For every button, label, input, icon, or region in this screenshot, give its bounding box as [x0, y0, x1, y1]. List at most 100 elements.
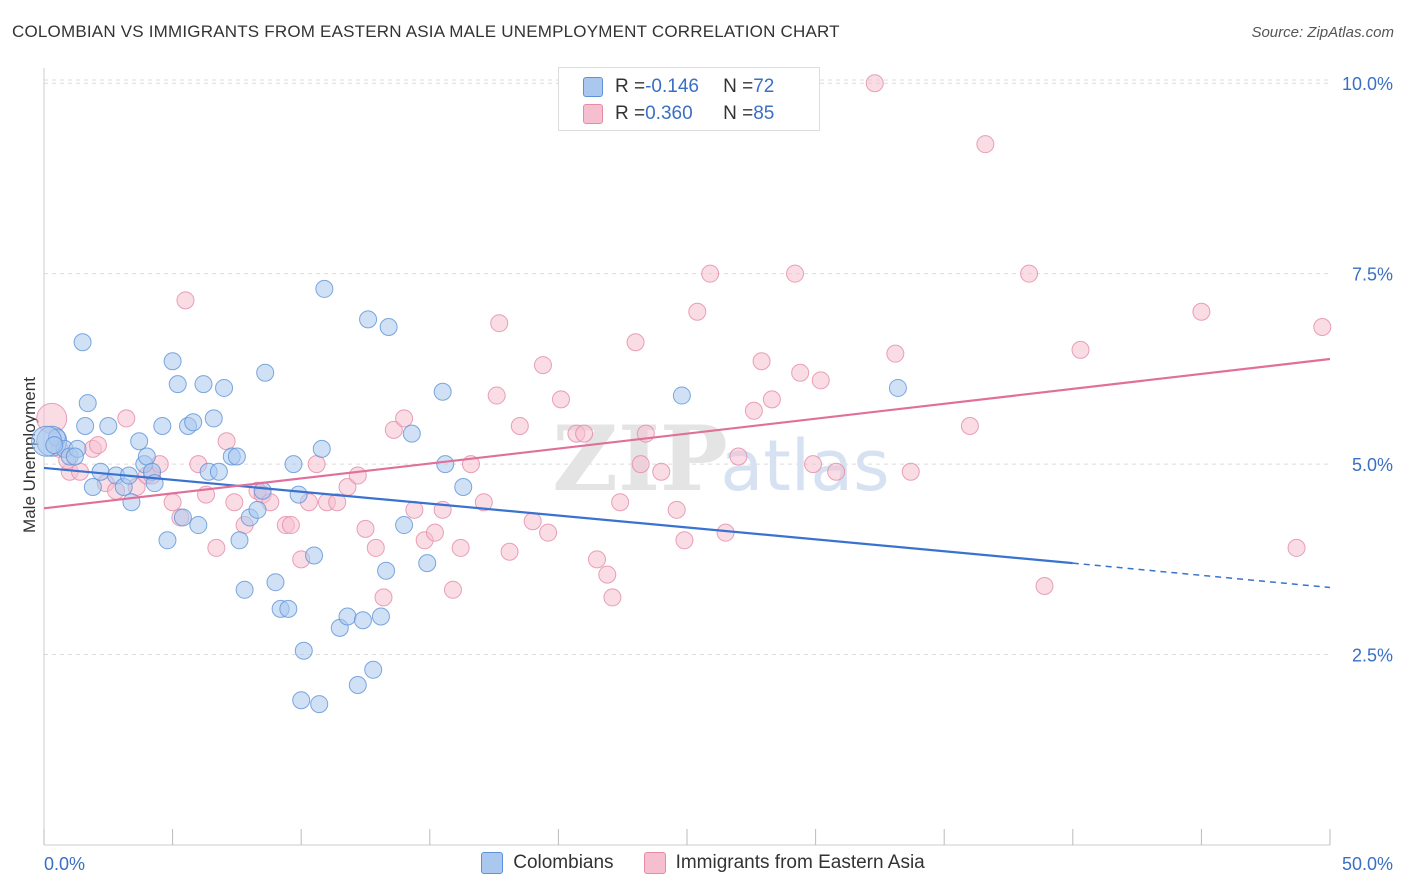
legend-swatch-eastern-asia: [583, 104, 603, 124]
eastern-asia-point: [575, 424, 594, 443]
eastern-asia-point: [510, 417, 529, 436]
colombians-point: [379, 318, 398, 336]
colombians-point: [99, 417, 118, 436]
eastern-asia-point: [328, 493, 347, 512]
eastern-asia-point: [865, 74, 884, 93]
colombians-point: [433, 382, 452, 401]
eastern-asia-point: [1020, 264, 1039, 283]
colombians-point: [83, 477, 102, 496]
colombians-point: [395, 516, 414, 535]
colombians-point: [163, 352, 182, 371]
eastern-asia-point: [207, 538, 226, 557]
eastern-asia-point: [626, 333, 645, 352]
legend-row-eastern-asia: R = 0.360 N = 85: [583, 102, 774, 126]
eastern-asia-point: [307, 455, 326, 474]
eastern-asia-point: [551, 390, 570, 409]
chart-title: COLOMBIAN VS IMMIGRANTS FROM EASTERN ASI…: [12, 22, 840, 41]
correlation-legend: R = -0.146 N = 72 R = 0.360 N = 85: [558, 67, 820, 131]
colombians-point: [130, 432, 149, 451]
legend-item-eastern-asia: Immigrants from Eastern Asia: [643, 852, 925, 874]
y-tick-label: 10.0%: [1342, 74, 1393, 94]
eastern-asia-point: [804, 455, 823, 474]
colombians-point: [158, 531, 177, 550]
legend-label-colombians: Colombians: [513, 852, 614, 873]
eastern-asia-point: [716, 523, 735, 542]
colombians-point: [359, 310, 378, 329]
watermark: ZIPatlas: [552, 406, 889, 512]
colombians-point: [289, 485, 308, 504]
colombians-point: [294, 641, 313, 660]
eastern-asia-point: [827, 462, 846, 481]
colombians-point: [189, 516, 208, 535]
y-tick-label: 5.0%: [1352, 455, 1393, 475]
eastern-asia-point: [976, 135, 995, 154]
r-value: 0.360: [645, 103, 693, 124]
colombians-point: [227, 447, 246, 466]
colombians-point: [235, 580, 254, 599]
colombians-point: [672, 386, 691, 405]
eastern-asia-point: [281, 516, 300, 535]
eastern-asia-point: [176, 291, 195, 310]
y-tick-label: 2.5%: [1352, 646, 1393, 666]
colombians-point: [76, 417, 95, 436]
eastern-asia-point: [89, 436, 108, 455]
eastern-asia-point: [1071, 340, 1090, 359]
x-tick-label: 50.0%: [1342, 854, 1393, 874]
colombians-point: [209, 462, 228, 481]
legend-swatch-colombians: [583, 77, 603, 97]
eastern-asia-point: [744, 401, 763, 420]
legend-swatch-eastern-asia: [643, 852, 666, 874]
eastern-asia-point: [374, 588, 393, 607]
colombians-point: [122, 493, 141, 512]
colombians-point: [137, 447, 156, 466]
eastern-asia-point: [675, 531, 694, 550]
colombians-point: [266, 573, 285, 592]
tick-labels: 2.5% 5.0% 7.5% 10.0% 0.0% 50.0%: [44, 74, 1393, 874]
eastern-asia-point: [163, 493, 182, 512]
colombians-point: [888, 378, 907, 397]
eastern-asia-point: [384, 420, 403, 439]
eastern-asia-point: [631, 455, 650, 474]
eastern-asia-point: [811, 371, 830, 390]
eastern-asia-point: [611, 493, 630, 512]
eastern-asia-point: [425, 523, 444, 542]
eastern-asia-point: [1035, 577, 1054, 595]
eastern-asia-point: [791, 363, 810, 382]
source-label: Source: ZipAtlas.com: [1251, 24, 1394, 41]
colombians-point: [348, 676, 367, 695]
colombians-point: [248, 500, 267, 519]
eastern-asia-point: [117, 409, 136, 428]
eastern-asia-point: [762, 390, 781, 409]
colombians-point: [256, 363, 275, 382]
colombians-point: [78, 394, 97, 413]
colombians-point: [454, 477, 473, 496]
eastern-asia-point: [598, 565, 617, 584]
eastern-asia-point: [487, 386, 506, 405]
colombians-point: [305, 546, 324, 565]
colombians-point: [312, 439, 331, 458]
eastern-asia-point: [960, 417, 979, 436]
colombians-point: [284, 455, 303, 474]
eastern-asia-point: [474, 493, 493, 512]
eastern-asia-point: [667, 500, 686, 519]
series-legend: Colombians Immigrants from Eastern Asia: [0, 852, 1406, 874]
colombians-point: [338, 607, 357, 626]
legend-label-eastern-asia: Immigrants from Eastern Asia: [675, 852, 925, 873]
colombians-point: [436, 455, 455, 474]
eastern-asia-point: [587, 550, 606, 569]
eastern-asia-point: [652, 462, 671, 481]
colombians-point: [173, 508, 192, 527]
colombians-point: [45, 436, 64, 455]
colombians-point: [310, 695, 329, 714]
r-value: -0.146: [645, 76, 699, 97]
eastern-asia-point: [729, 447, 748, 466]
colombians-point: [253, 481, 272, 500]
colombians-point: [73, 333, 92, 352]
legend-row-colombians: R = -0.146 N = 72: [583, 75, 774, 99]
eastern-asia-point: [451, 538, 470, 557]
colombians-point: [371, 607, 390, 626]
colombians-point: [292, 691, 311, 710]
colombians-point: [168, 375, 187, 394]
eastern-asia-trend-line: [43, 357, 1331, 510]
